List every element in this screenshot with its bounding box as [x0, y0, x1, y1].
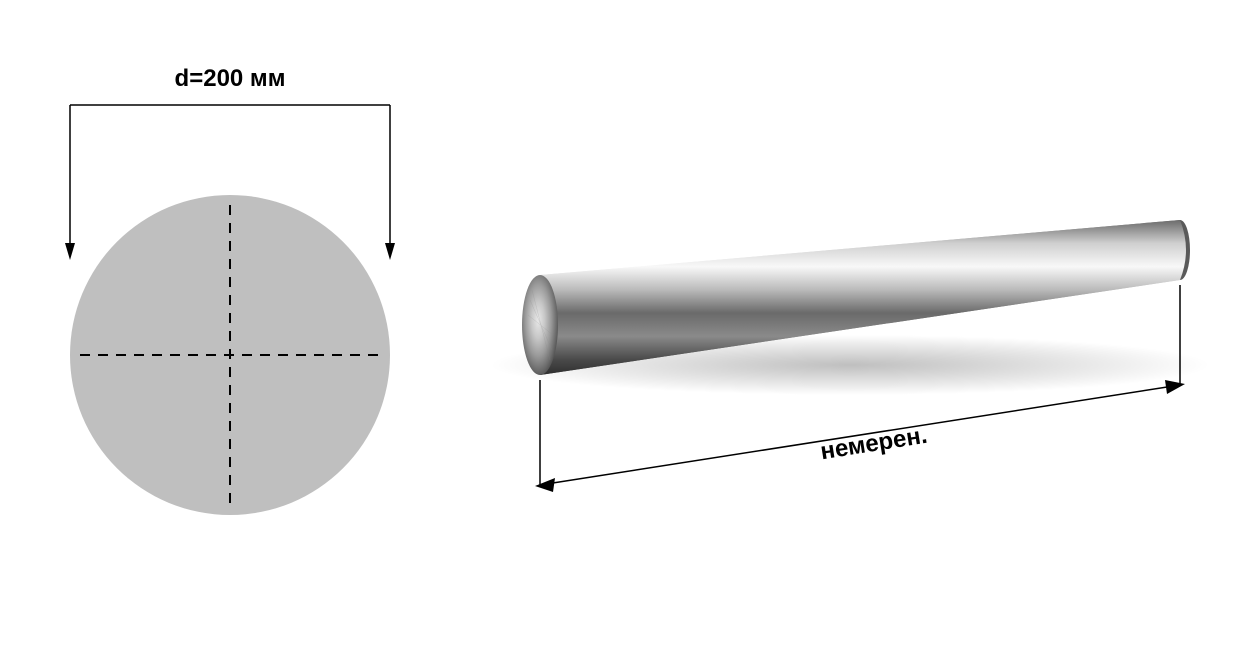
rod-perspective-view: немерен. [450, 0, 1240, 660]
dimension-lines-top [65, 95, 395, 275]
diameter-label: d=200 мм [70, 65, 390, 93]
rod-near-end [522, 275, 558, 375]
cross-section-view: d=200 мм [0, 0, 450, 660]
